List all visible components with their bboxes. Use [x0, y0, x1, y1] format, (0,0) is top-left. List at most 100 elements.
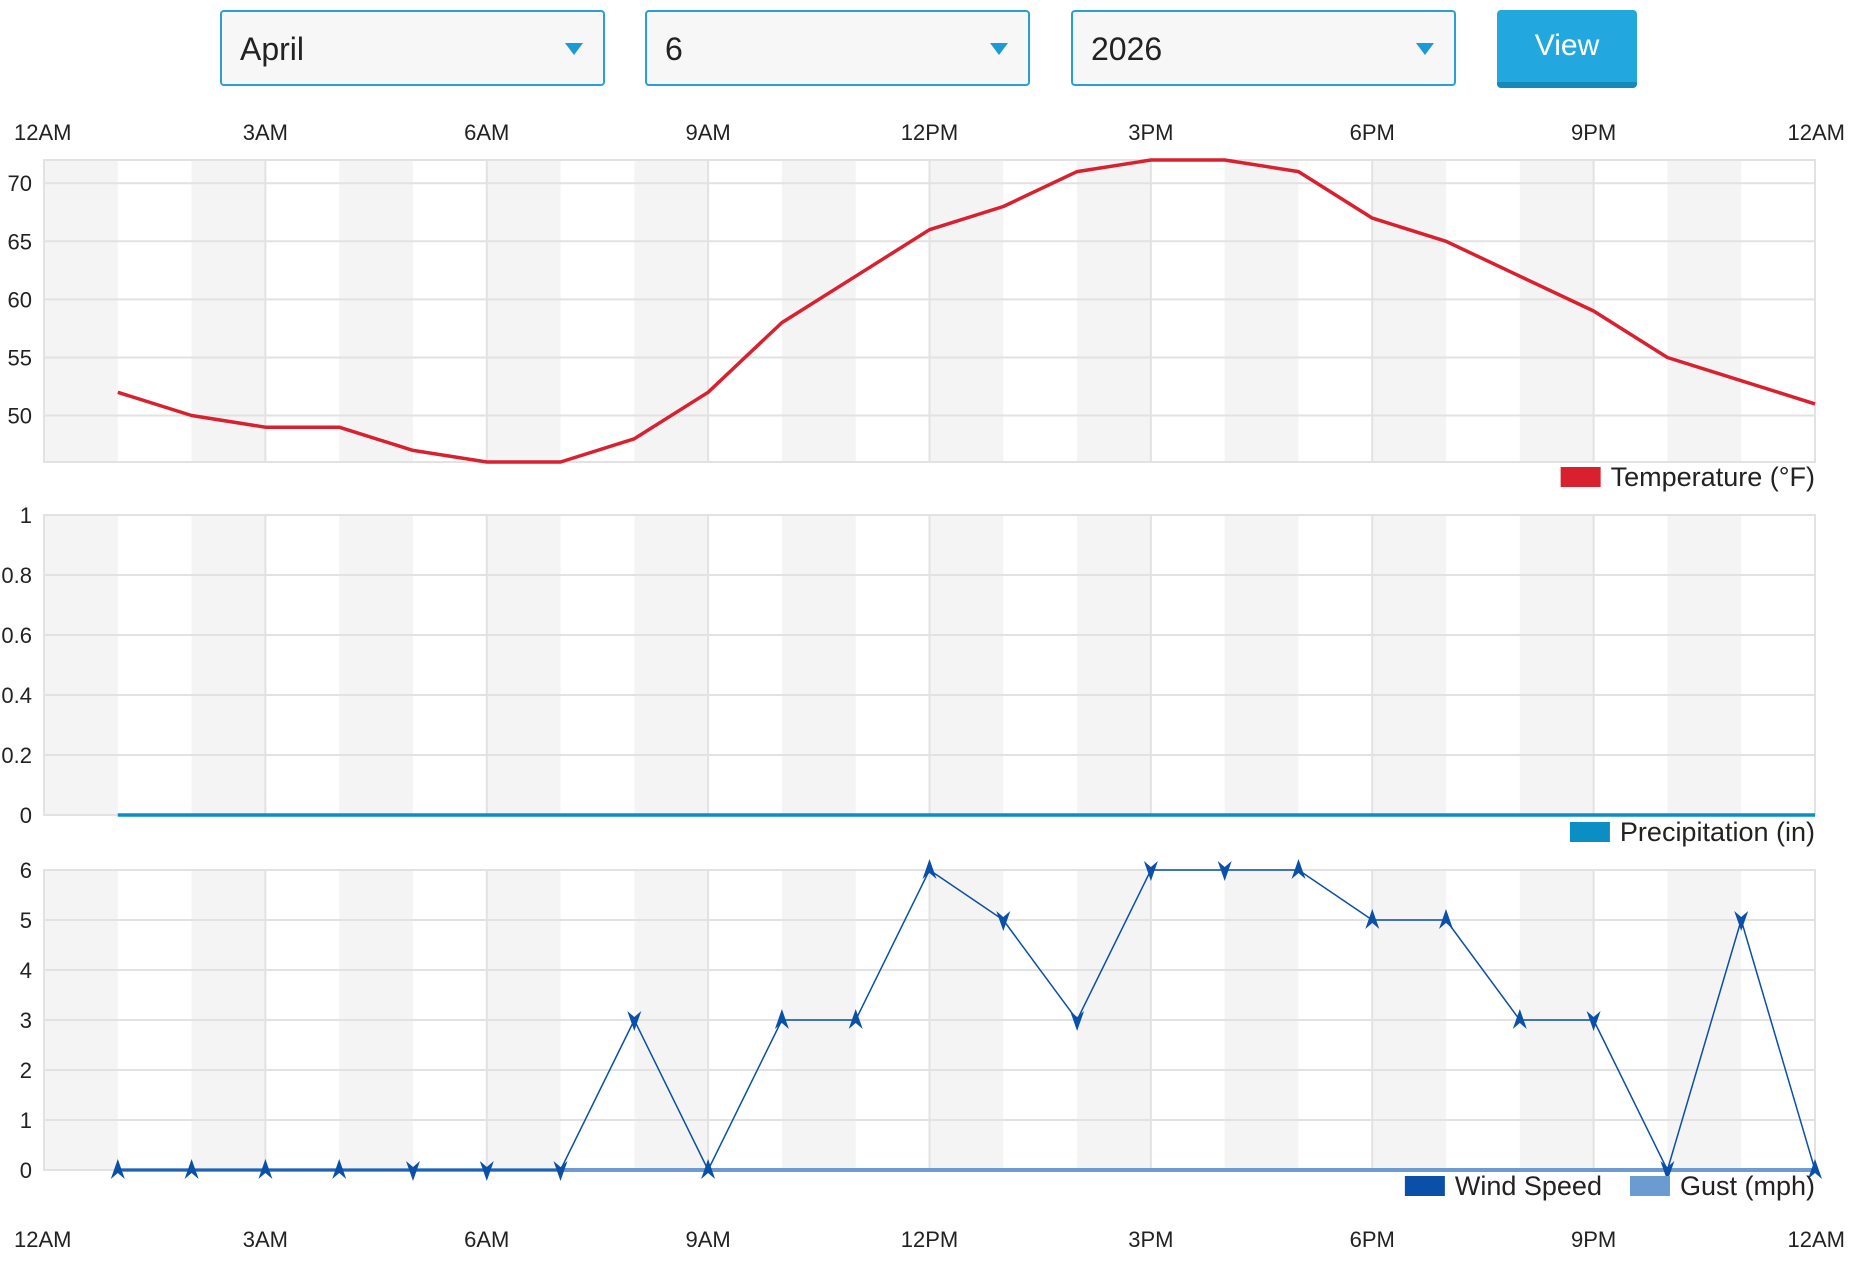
hour-band	[1519, 515, 1594, 815]
x-tick-label: 6AM	[464, 1227, 509, 1252]
y-tick-label: 0.6	[1, 623, 32, 648]
series-line	[117, 158, 1816, 464]
y-tick-label: 4	[20, 958, 32, 983]
hour-band	[1519, 160, 1594, 462]
chart-panel-3: 0 1 2 3 4 5 6 Gust (mph) Wind Speed	[20, 858, 1822, 1201]
wind-arrow-marker	[922, 859, 937, 879]
hour-band	[191, 515, 266, 815]
x-tick-label: 12PM	[901, 1227, 958, 1252]
wind-arrow-marker	[1586, 1011, 1601, 1031]
series-line	[117, 869, 1816, 1171]
hour-band	[929, 160, 1004, 462]
wind-arrow-marker	[1808, 1159, 1822, 1179]
wind-arrow-marker	[848, 1009, 863, 1029]
y-tick-label: 0	[20, 803, 32, 828]
x-tick-label: 12PM	[901, 120, 958, 145]
hour-band	[191, 160, 266, 462]
wind-arrow-marker	[1734, 911, 1749, 931]
legend-swatch	[1560, 467, 1601, 487]
wind-arrow-marker	[1439, 909, 1453, 929]
wind-arrow-marker	[110, 1159, 125, 1179]
x-tick-label: 12AM	[14, 1227, 71, 1252]
y-tick-label: 1	[20, 503, 32, 528]
chevron-down-icon	[1416, 43, 1434, 55]
legend-label: Temperature (°F)	[1611, 462, 1815, 492]
x-tick-label: 9AM	[686, 120, 731, 145]
x-tick-label: 6PM	[1350, 1227, 1395, 1252]
y-tick-label: 0.8	[1, 563, 32, 588]
y-tick-label: 50	[8, 404, 32, 429]
legend: Temperature (°F)	[1560, 462, 1815, 492]
view-button[interactable]: View	[1497, 10, 1637, 88]
year-select[interactable]: 2026	[1071, 10, 1456, 86]
y-tick-label: 0.4	[1, 683, 32, 708]
y-tick-label: 55	[8, 345, 32, 370]
wind-arrow-marker	[1660, 1161, 1675, 1181]
x-tick-label: 12AM	[1788, 120, 1845, 145]
legend-swatch	[1404, 1176, 1445, 1196]
legend: Gust (mph) Wind Speed	[1404, 1171, 1815, 1201]
x-tick-label: 9PM	[1571, 120, 1616, 145]
day-select[interactable]: 6	[645, 10, 1030, 86]
wind-arrow-marker	[1291, 859, 1306, 879]
hour-band	[44, 160, 118, 462]
date-controls: April 6 2026 View	[0, 0, 1853, 100]
y-tick-label: 70	[8, 171, 32, 196]
legend-label: Precipitation (in)	[1620, 817, 1815, 847]
x-tick-label: 12AM	[1788, 1227, 1845, 1252]
plot-frame	[43, 159, 1816, 463]
day-value: 6	[665, 31, 683, 67]
hour-band	[1077, 160, 1151, 462]
hour-band	[1224, 160, 1299, 462]
wind-arrow-marker	[996, 911, 1011, 931]
hour-band	[339, 160, 413, 462]
hour-band	[781, 160, 856, 462]
x-tick-label: 6PM	[1350, 120, 1395, 145]
x-tick-label: 3PM	[1128, 1227, 1173, 1252]
hour-band	[44, 515, 118, 815]
hour-band	[1224, 515, 1299, 815]
x-tick-label: 9PM	[1571, 1227, 1616, 1252]
y-tick-label: 5	[20, 908, 32, 933]
legend-label: Gust (mph)	[1680, 1171, 1815, 1201]
wind-arrow-marker	[701, 1159, 716, 1179]
chevron-down-icon	[990, 43, 1008, 55]
wind-arrow-marker	[1365, 909, 1380, 929]
wind-arrow-marker	[406, 1161, 420, 1181]
wind-arrow-marker	[774, 1009, 789, 1029]
wind-arrow-marker	[258, 1159, 273, 1179]
wind-arrow-marker	[1512, 1009, 1527, 1029]
wind-arrow-marker	[1070, 1011, 1085, 1031]
wind-arrow-marker	[1217, 861, 1232, 881]
x-tick-label: 12AM	[14, 120, 71, 145]
hour-band	[486, 160, 561, 462]
wind-arrow-marker	[479, 1161, 494, 1181]
month-select[interactable]: April	[220, 10, 605, 86]
hour-band	[486, 515, 561, 815]
legend: Precipitation (in)	[1569, 817, 1815, 847]
x-axis-top: 12AM 3AM 6AM 9AM 12PM 3PM 6PM 9PM 12AM	[14, 120, 1845, 145]
x-tick-label: 6AM	[464, 120, 509, 145]
legend-swatch	[1569, 822, 1610, 842]
y-tick-label: 60	[8, 287, 32, 312]
legend-label: Wind Speed	[1455, 1171, 1602, 1201]
y-tick-label: 65	[8, 229, 32, 254]
x-axis-bottom: 12AM 3AM 6AM 9AM 12PM 3PM 6PM 9PM 12AM	[14, 1227, 1845, 1252]
wind-arrow-marker	[627, 1011, 642, 1031]
wind-arrow-marker	[332, 1159, 347, 1179]
hour-band	[634, 160, 709, 462]
hour-band	[634, 515, 709, 815]
hour-band	[1372, 515, 1447, 815]
x-tick-label: 3PM	[1128, 120, 1173, 145]
y-tick-label: 2	[20, 1058, 32, 1083]
y-tick-label: 0.2	[1, 743, 32, 768]
wind-arrow-marker	[184, 1159, 199, 1179]
hour-band	[1667, 515, 1742, 815]
chart-panel-1: 50 55 60 65 70 Temperature (°F)	[8, 158, 1816, 492]
x-tick-label: 9AM	[686, 1227, 731, 1252]
wind-arrow-marker	[553, 1161, 568, 1181]
hour-band	[339, 515, 413, 815]
y-tick-label: 6	[20, 858, 32, 883]
x-tick-label: 3AM	[243, 120, 288, 145]
